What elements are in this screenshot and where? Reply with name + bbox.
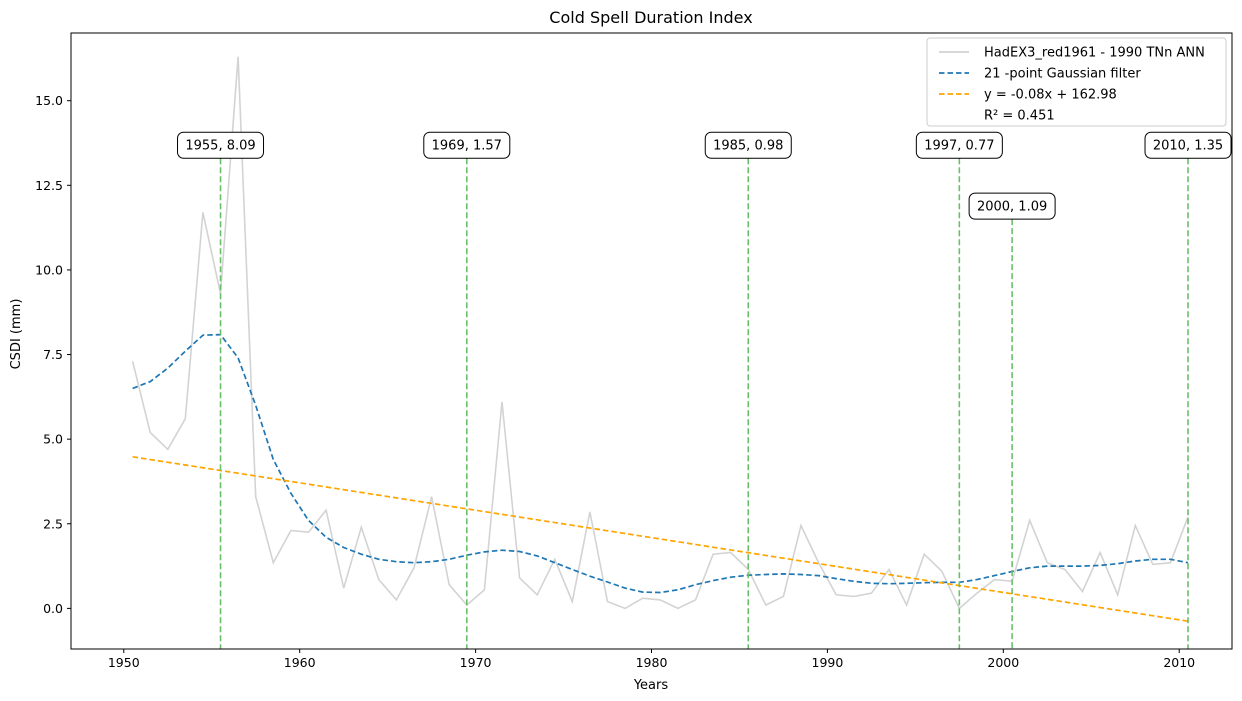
y-tick-label: 2.5 [43,516,63,531]
legend-label: 21 -point Gaussian filter [984,67,1141,82]
plot-area: 1955, 8.09 1969, 1.57 1985, 0.98 1997, 0.77… [131,56,1232,649]
annotation-frame [1144,131,1232,159]
annotation-label: 1985, 0.98 [713,139,783,154]
x-tick-label: 1950 [108,655,140,670]
y-axis-label: CSDI (mm) [9,299,24,370]
x-tick-label: 1970 [460,655,492,670]
y-tick-label: 7.5 [43,347,63,362]
series-line-1 [132,333,1189,594]
annotation-box: 1985, 0.98 [704,131,792,159]
x-tick-label: 1960 [284,655,316,670]
annotation-label: 1997, 0.77 [924,139,994,154]
annotation-label: 1969, 1.57 [432,139,502,154]
x-tick-label: 1980 [636,655,668,670]
annotation-box: 2010, 1.35 [1144,131,1232,159]
y-tick-label: 10.0 [35,262,63,277]
y-tick-label: 0.0 [43,601,63,616]
annotation-label: 1955, 8.09 [185,139,255,154]
chart-title: Cold Spell Duration Index [549,8,752,27]
y-tick-label: 12.5 [35,178,63,193]
x-tick-label: 2010 [1163,655,1195,670]
series-line-2 [132,455,1189,623]
y-tick-label: 5.0 [43,432,63,447]
annotation-box: 2000, 1.09 [968,192,1056,220]
annotation-frame [968,192,1056,220]
annotation-frame [915,131,1003,159]
annotation-label: 2010, 1.35 [1153,139,1223,154]
series-line-0 [131,56,1189,610]
legend: HadEX3_red1961 - 1990 TNn ANN 21 -point G… [926,37,1227,127]
annotation-frame [177,131,265,159]
x-tick-label: 1990 [812,655,844,670]
y-tick-label: 15.0 [35,93,63,108]
annotation-label: 2000, 1.09 [977,200,1047,215]
annotation-box: 1955, 8.09 [177,131,265,159]
annotation-box: 1997, 0.77 [915,131,1003,159]
legend-label: y = -0.08x + 162.98 [984,88,1117,103]
annotation-frame [704,131,792,159]
legend-label: HadEX3_red1961 - 1990 TNn ANN [984,46,1205,61]
x-tick-label: 2000 [987,655,1019,670]
legend-label: R² = 0.451 [984,109,1055,124]
annotation-frame [423,131,511,159]
annotation-box: 1969, 1.57 [423,131,511,159]
x-axis-label: Years [633,678,669,693]
legend-frame [926,37,1227,127]
